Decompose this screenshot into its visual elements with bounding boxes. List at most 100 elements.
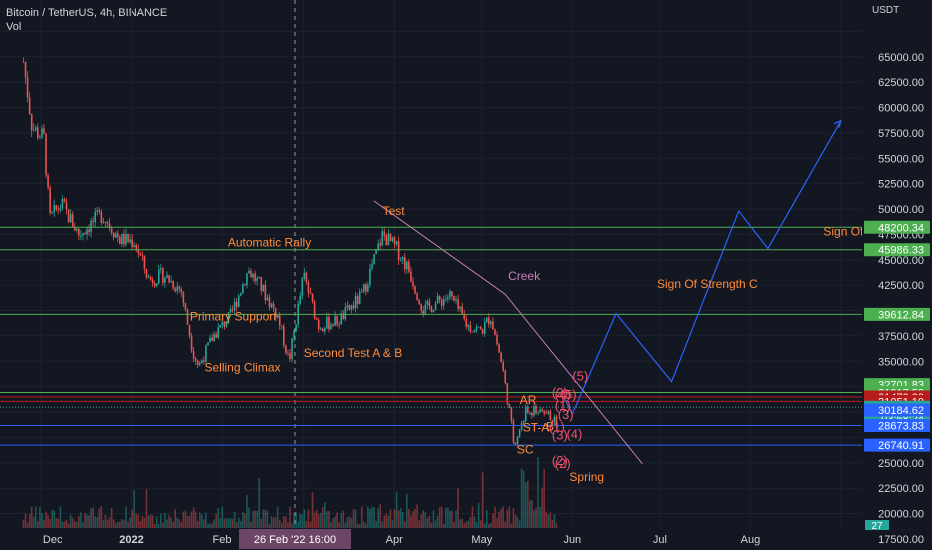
volume-bar: [506, 509, 509, 528]
candle-body: [430, 306, 433, 312]
volume-bar: [114, 522, 117, 528]
volume-bar: [49, 519, 51, 528]
volume-bar: [510, 523, 513, 528]
candle-body: [186, 309, 189, 325]
volume-bar: [500, 508, 502, 528]
annotations: Test Automatic Rally Primary Support Second…: [190, 204, 879, 484]
volume-bar: [102, 520, 105, 528]
volume-bar: [127, 521, 129, 528]
volume-bar: [416, 504, 418, 528]
candle-body: [344, 307, 347, 320]
volume-bar: [293, 513, 295, 528]
wyckoff-label: SC: [517, 443, 534, 457]
volume-bar: [502, 506, 504, 528]
volume-bar: [289, 506, 291, 528]
candle-body: [121, 233, 123, 245]
volume-bar: [442, 523, 445, 528]
price-label-badge: [864, 243, 930, 257]
volume-bar: [477, 502, 480, 528]
price-tick-label: 35000.00: [878, 356, 924, 368]
crosshair-time-text: 26 Feb '22 16:00: [254, 534, 336, 546]
price-label-badge: [864, 438, 930, 452]
volume-bar: [153, 523, 156, 528]
candle-body: [520, 423, 523, 430]
volume-bar: [449, 510, 451, 528]
price-tick-label: 45000.00: [878, 255, 924, 267]
candle-body: [194, 358, 197, 362]
projection-line: [563, 120, 842, 416]
time-tick-label: 2022: [119, 534, 143, 546]
volume-bar: [395, 491, 398, 528]
candle-body: [207, 342, 209, 346]
volume-bar: [88, 515, 90, 528]
elliott-wave-label: (5): [561, 387, 577, 402]
candle-body: [488, 317, 490, 325]
candle-body: [481, 329, 484, 334]
candle-body: [63, 199, 66, 203]
candle-body: [553, 416, 556, 423]
volume-label[interactable]: Vol: [6, 21, 22, 33]
candle-body: [498, 344, 500, 353]
volume-bar: [217, 508, 220, 528]
crosshair-time-badge: [238, 529, 351, 549]
candle-body: [160, 268, 162, 270]
volume-bar: [266, 510, 269, 528]
candle-body: [110, 227, 113, 234]
price-axis-background: [862, 0, 932, 550]
candle-body: [262, 284, 265, 291]
volume-bar: [342, 510, 345, 528]
volume-bar: [125, 506, 127, 528]
volume-bar: [430, 523, 433, 528]
candle-body: [272, 303, 275, 309]
candle-body: [303, 272, 306, 279]
price-axis[interactable]: USDT 65000.00 62500.00 60000.00 57500.00 5500…: [862, 0, 932, 550]
volume-bar: [92, 507, 94, 528]
candles: [22, 57, 558, 448]
volume-bar: [438, 507, 441, 528]
candle-body: [137, 249, 140, 254]
price-label-text: 39612.84: [878, 309, 924, 321]
candle-body: [125, 233, 127, 245]
volume-bar: [192, 507, 195, 528]
volume-bar: [67, 523, 70, 528]
candle-body: [504, 370, 507, 384]
candle-body: [463, 314, 466, 320]
candle-body: [369, 268, 371, 286]
candle-body: [545, 413, 548, 415]
candle-body: [71, 214, 74, 228]
volume-bar: [533, 510, 535, 528]
volume-bar: [340, 513, 343, 528]
volume-bar: [215, 513, 217, 528]
price-tick-label: 22500.00: [878, 483, 924, 495]
candle-body: [57, 209, 60, 211]
chart-title[interactable]: Bitcoin / TetherUS, 4h, BINANCE: [6, 7, 168, 19]
volume-bar: [24, 513, 27, 528]
wyckoff-label: Selling Climax: [204, 360, 280, 374]
volume-bar: [71, 517, 74, 528]
candle-body: [457, 299, 459, 309]
volume-bar: [225, 518, 228, 528]
volume-bar: [219, 518, 222, 528]
price-tick-label: 20000.00: [878, 509, 924, 521]
time-tick-label: Dec: [43, 534, 63, 546]
volume-bar: [463, 523, 466, 528]
volume-bar: [133, 489, 135, 528]
volume-bar: [108, 516, 111, 528]
volume-bar: [194, 511, 197, 528]
candle-body: [471, 331, 474, 333]
wyckoff-label: B: [546, 419, 554, 433]
elliott-wave-label: (4): [555, 387, 571, 402]
wyckoff-label: Second Test A & B: [304, 346, 403, 360]
candle-body: [305, 272, 308, 283]
candle-body: [139, 253, 142, 256]
volume-badge: [865, 520, 889, 530]
volume-bar: [324, 502, 326, 528]
candle-body: [455, 299, 457, 301]
volume-bar: [61, 521, 64, 528]
volume-bar: [80, 512, 82, 528]
time-axis-background: [0, 528, 862, 550]
volume-bar: [447, 507, 449, 528]
candle-body: [315, 318, 318, 320]
time-axis[interactable]: Dec 2022 Feb Apr May Jun Jul Aug 26 Feb '22 16:0…: [0, 528, 862, 550]
